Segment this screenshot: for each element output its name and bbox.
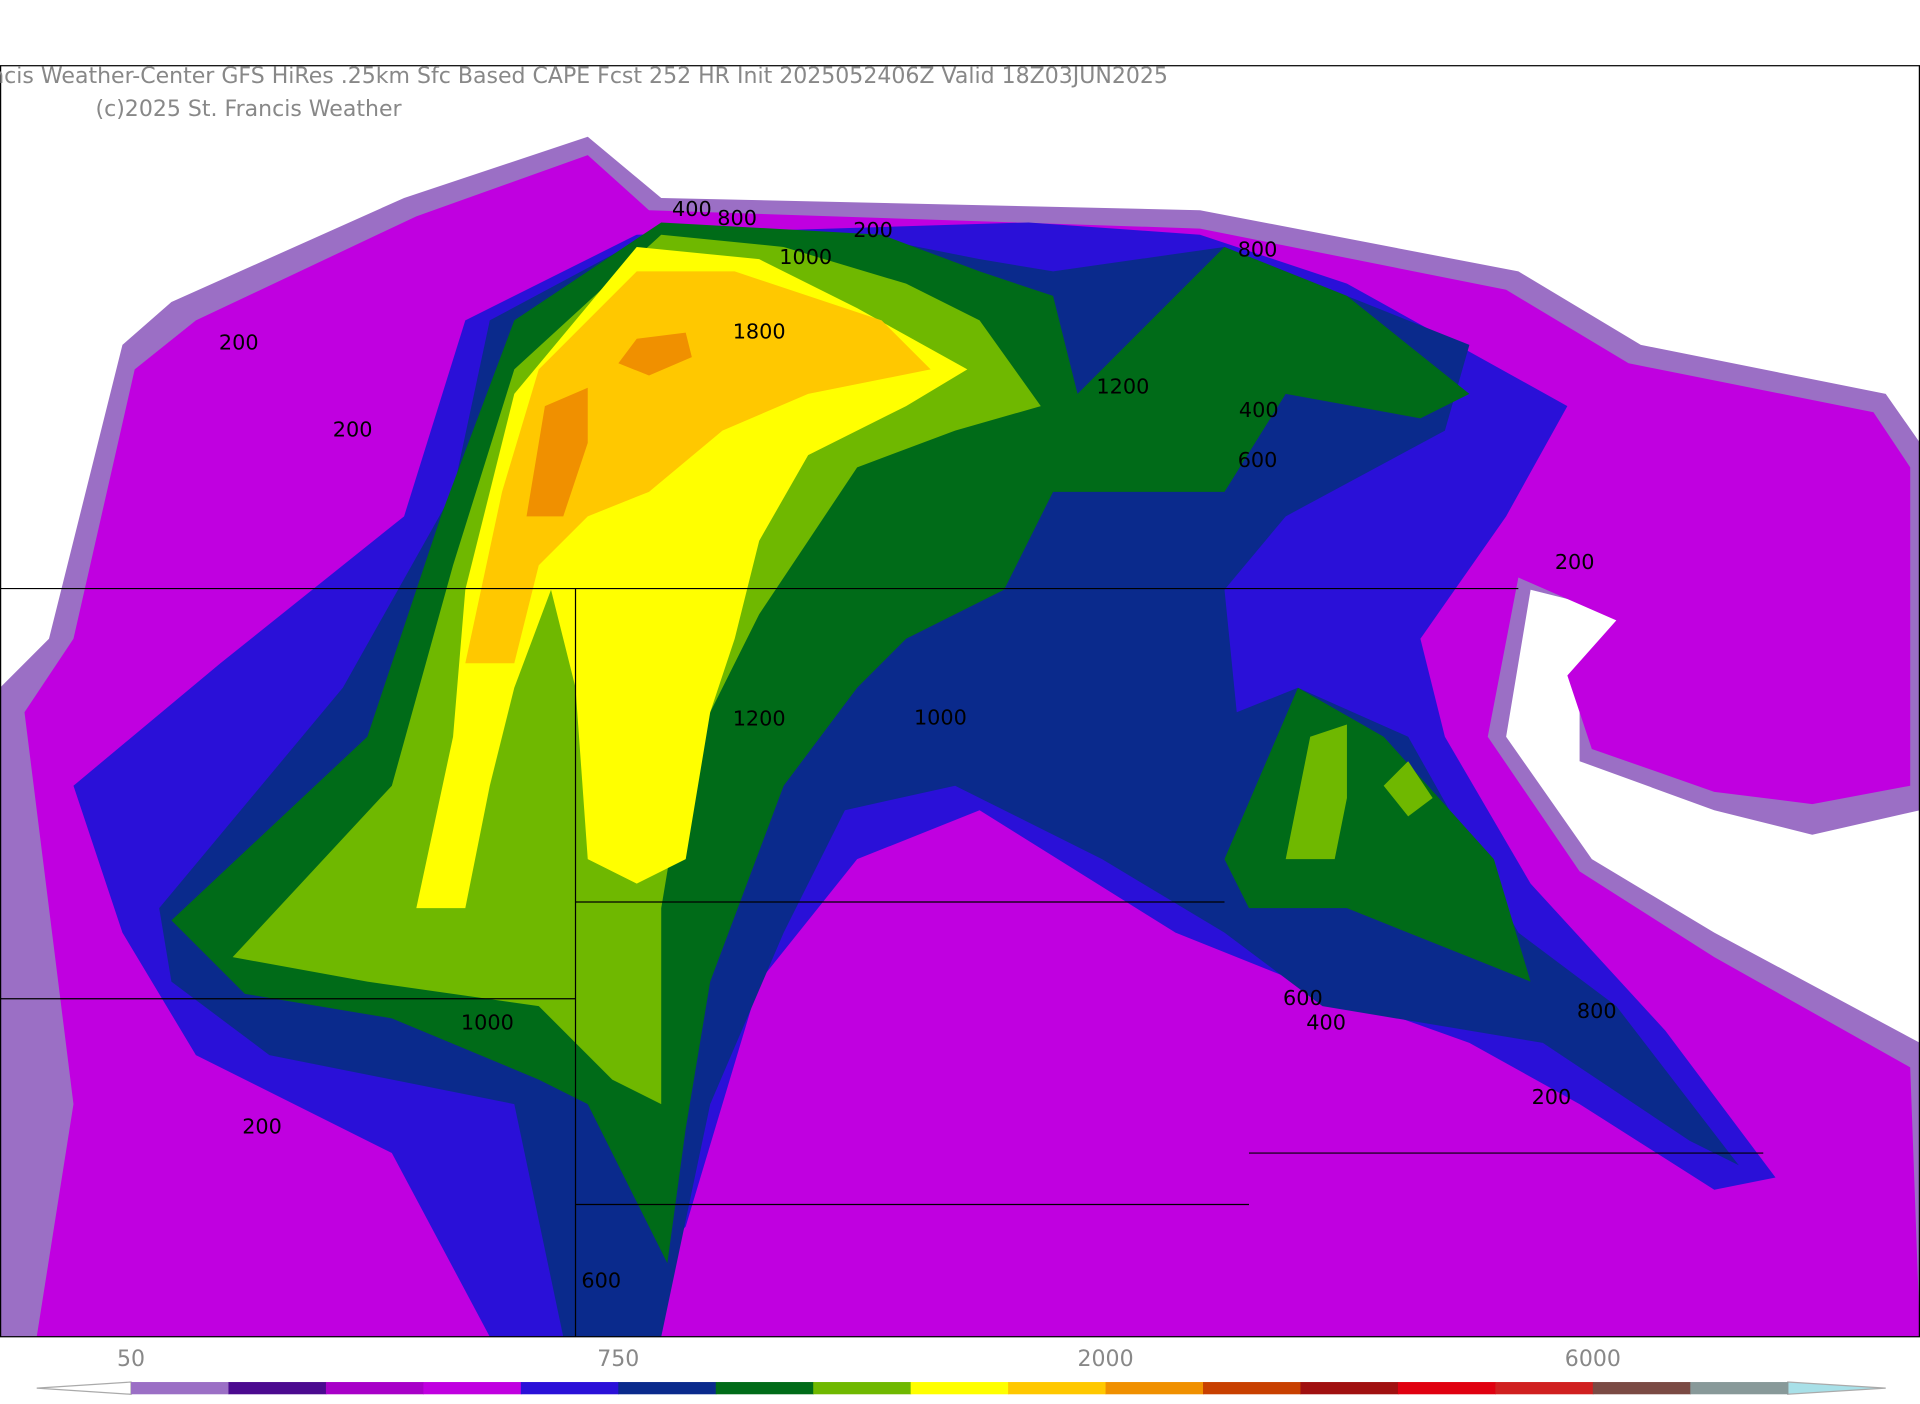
contour-label: 200 — [1532, 1085, 1572, 1109]
colorbar-swatch — [1397, 1382, 1497, 1395]
contour-labels: 400 800 200 1000 1800 200 200 1200 800 4… — [219, 197, 1617, 1292]
colorbar-swatch — [910, 1382, 1009, 1395]
colorbar-swatch — [131, 1382, 230, 1395]
contour-label: 200 — [219, 331, 259, 355]
copyright: (c)2025 St. Francis Weather — [96, 97, 403, 122]
colorbar-swatch — [1495, 1382, 1594, 1395]
colorbar-swatch — [228, 1382, 327, 1395]
colorbar-swatch — [1592, 1382, 1691, 1395]
contour-label: 600 — [1283, 986, 1323, 1010]
contour-label: 200 — [853, 218, 893, 242]
colorbar-swatch — [423, 1382, 522, 1395]
contour-label: 400 — [1239, 398, 1279, 422]
contour-label: 800 — [1238, 238, 1278, 262]
contour-label: 400 — [672, 197, 712, 221]
contour-label: 400 — [1306, 1010, 1346, 1034]
contour-label: 800 — [1577, 999, 1617, 1023]
contour-label: 600 — [1238, 448, 1278, 472]
contour-label: 1000 — [779, 245, 832, 269]
colorbar-label: 50 — [117, 1347, 145, 1372]
colorbar-swatch — [1008, 1382, 1107, 1395]
colorbar-swatch — [813, 1382, 912, 1395]
contour-label: 600 — [581, 1269, 621, 1293]
colorbar-label: 2000 — [1078, 1347, 1134, 1372]
colorbar-label: 750 — [597, 1347, 639, 1372]
map-frame — [0, 65, 1920, 1338]
map-title: ncis Weather-Center GFS HiRes .25km Sfc … — [0, 64, 1168, 89]
colorbar-swatch — [1300, 1382, 1399, 1395]
colorbar-end — [36, 1381, 132, 1395]
contour-label: 1200 — [1096, 375, 1149, 399]
colorbar-swatch — [520, 1382, 619, 1395]
colorbar-swatch — [1203, 1382, 1302, 1395]
colorbar: 50 750 2000 6000 — [36, 1347, 1886, 1395]
contour-label: 200 — [333, 418, 373, 442]
colorbar-swatch — [618, 1382, 717, 1395]
colorbar-swatch — [1690, 1382, 1789, 1395]
colorbar-label: 6000 — [1565, 1347, 1621, 1372]
contour-label: 200 — [1555, 550, 1595, 574]
contour-label: 1000 — [461, 1010, 514, 1034]
boundaries — [0, 587, 1764, 1337]
colorbar-swatch — [1105, 1382, 1204, 1395]
contour-label: 200 — [242, 1114, 282, 1138]
contour-label: 1000 — [914, 705, 967, 729]
colorbar-swatch — [325, 1382, 424, 1395]
contour-label: 1800 — [733, 320, 786, 344]
contour-label: 800 — [717, 206, 757, 230]
cape-fill — [0, 136, 1920, 1337]
colorbar-swatch — [715, 1382, 814, 1395]
contour-label: 1200 — [733, 707, 786, 731]
